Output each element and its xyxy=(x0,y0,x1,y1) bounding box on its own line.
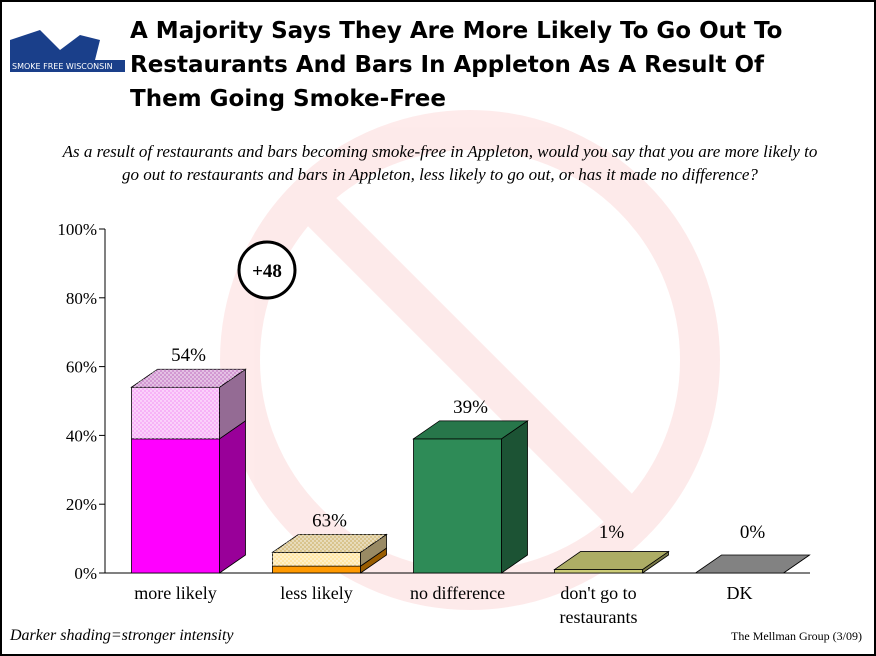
watermark xyxy=(220,110,720,610)
bar-top xyxy=(412,420,529,440)
logo-text: SMOKE FREE WISCONSIN xyxy=(12,62,113,71)
y-tick-label: 60% xyxy=(66,358,97,377)
y-tick-label: 100% xyxy=(57,220,97,239)
bar-label: 54% xyxy=(171,345,206,366)
bar xyxy=(272,565,361,574)
x-tick-label: DK xyxy=(726,583,753,603)
bar-label: 39% xyxy=(453,397,488,418)
bar-label: 63% xyxy=(312,510,347,531)
bar-side xyxy=(219,420,246,574)
source: The Mellman Group (3/09) xyxy=(731,629,862,643)
x-tick-label: more likely xyxy=(134,583,217,603)
bar-top xyxy=(694,554,811,574)
bar xyxy=(413,438,502,574)
x-tick-label: less likely xyxy=(280,583,353,603)
bar-texture xyxy=(131,369,246,388)
x-tick-label: no difference xyxy=(409,583,506,603)
bar-top xyxy=(553,551,670,570)
bar-label: 1% xyxy=(599,522,625,543)
bar-side xyxy=(501,420,528,574)
y-tick-label: 20% xyxy=(66,495,97,514)
bar-texture xyxy=(272,534,387,553)
y-tick-label: 0% xyxy=(74,564,97,583)
y-tick-label: 80% xyxy=(66,289,97,308)
bar xyxy=(554,569,643,574)
y-tick-label: 40% xyxy=(66,426,97,445)
x-tick-label: don't go to restaurants xyxy=(559,583,638,627)
footnote: Darker shading=stronger intensity xyxy=(9,627,234,644)
bar-texture xyxy=(131,387,220,439)
chart-title: A Majority Says They Are More Likely To … xyxy=(130,18,782,112)
bar xyxy=(131,438,220,574)
bar-texture xyxy=(272,552,361,567)
bar-label: 0% xyxy=(740,522,766,543)
annotation: +48 xyxy=(252,261,282,282)
question: As a result of restaurants and bars beco… xyxy=(62,142,818,184)
annotation-circle xyxy=(237,240,297,300)
logo: SMOKE FREE WISCONSIN xyxy=(10,30,125,72)
